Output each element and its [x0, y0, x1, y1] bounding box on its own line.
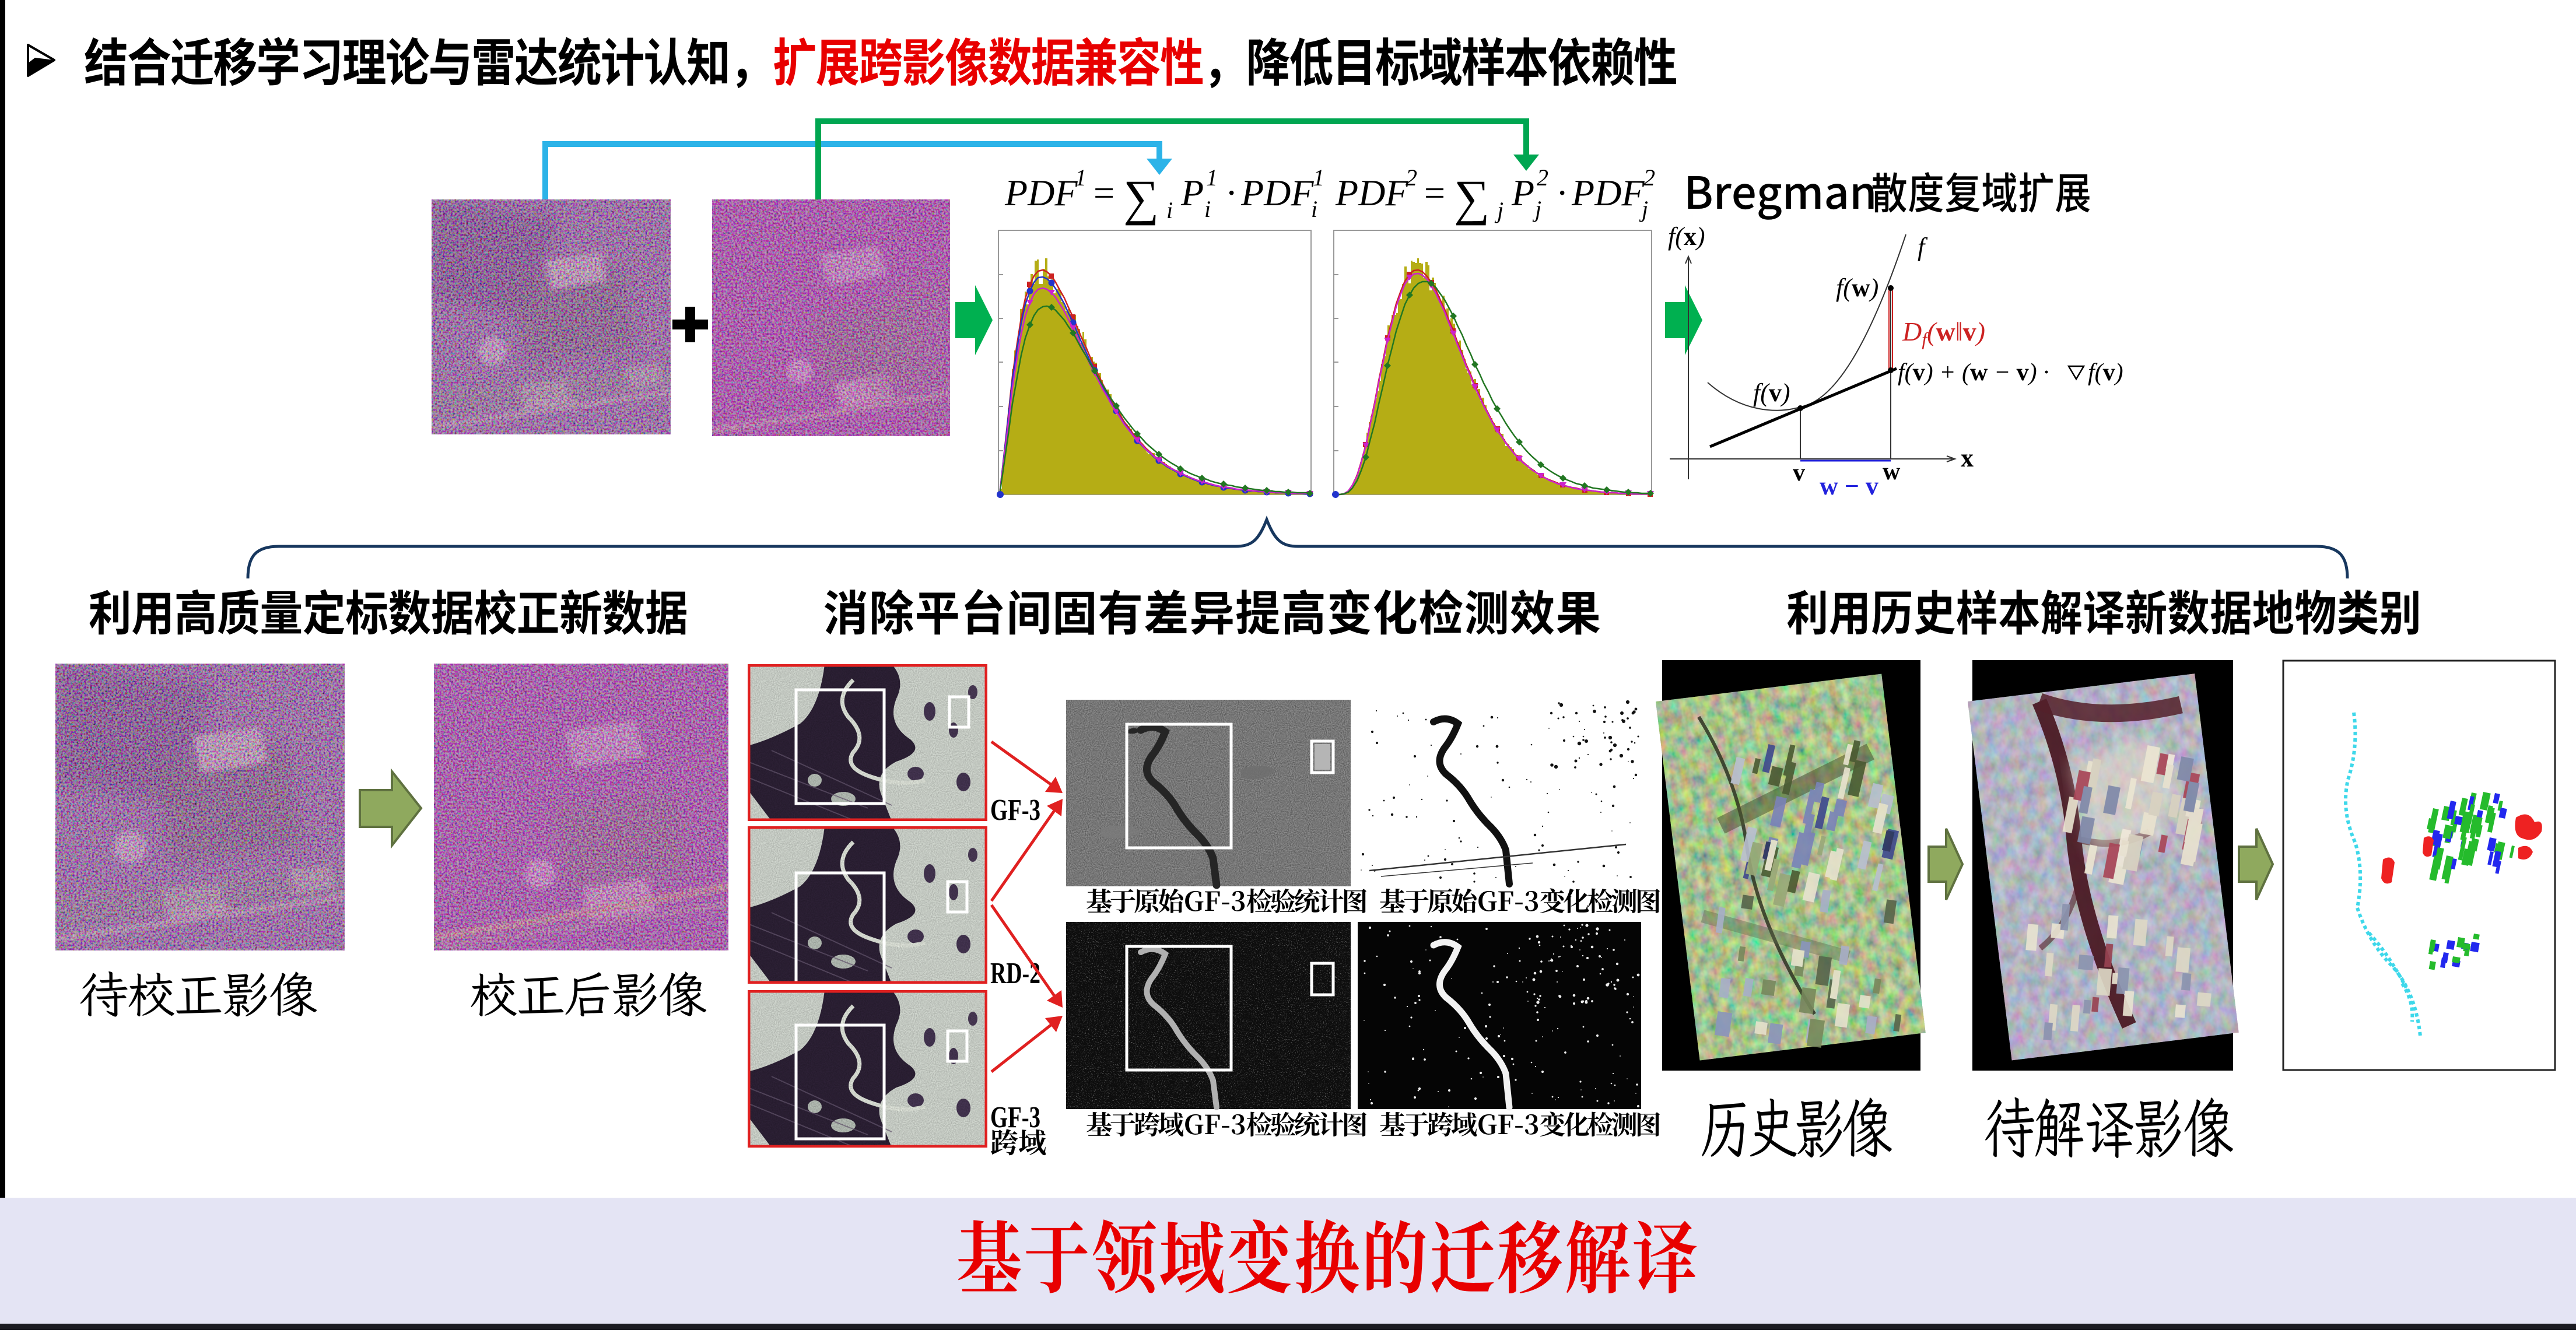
svg-text:GF-3: GF-3: [990, 794, 1040, 827]
svg-text:·: ·: [1225, 172, 1238, 213]
svg-text:2: 2: [1406, 164, 1417, 191]
svg-text:∑: ∑: [1123, 170, 1159, 226]
svg-text:2: 2: [1643, 164, 1655, 191]
svg-text:i: i: [1204, 196, 1211, 222]
svg-text:RD-2: RD-2: [990, 957, 1040, 990]
svg-text:1: 1: [1075, 164, 1087, 191]
svg-text:w − v: w − v: [1820, 472, 1878, 500]
svg-text:∑: ∑: [1454, 170, 1489, 226]
svg-text:v: v: [1793, 459, 1805, 486]
svg-text:j: j: [1532, 196, 1541, 222]
svg-text:PDF: PDF: [1335, 172, 1408, 213]
svg-text:i: i: [1166, 197, 1173, 223]
svg-text:PDF: PDF: [1240, 172, 1314, 213]
svg-text:f(v): f(v): [1753, 378, 1790, 407]
svg-text:f(x): f(x): [1668, 222, 1705, 251]
svg-text:GF-3: GF-3: [990, 1101, 1040, 1134]
svg-text:·: ·: [1556, 172, 1568, 213]
svg-text:j: j: [1639, 196, 1648, 222]
svg-text:f(w): f(w): [1836, 273, 1878, 302]
svg-text:PDF: PDF: [1571, 172, 1645, 213]
svg-text:PDF: PDF: [1004, 172, 1078, 213]
svg-text:1: 1: [1206, 164, 1218, 191]
svg-text:2: 2: [1537, 164, 1548, 191]
svg-text:w: w: [1883, 458, 1901, 485]
svg-text:Df(w‖v): Df(w‖v): [1902, 317, 1985, 349]
svg-text:=: =: [1424, 172, 1445, 213]
svg-text:1: 1: [1313, 164, 1324, 191]
svg-text:=: =: [1094, 172, 1114, 213]
svg-text:i: i: [1311, 196, 1317, 222]
svg-text:x: x: [1961, 444, 1974, 472]
svg-text:f(v) + (w − v) ·: f(v) + (w − v) ·: [1898, 359, 2049, 386]
svg-text:P: P: [1511, 172, 1534, 213]
svg-text:P: P: [1180, 172, 1204, 213]
svg-text:j: j: [1494, 197, 1503, 223]
svg-text:f(v): f(v): [2088, 359, 2123, 386]
